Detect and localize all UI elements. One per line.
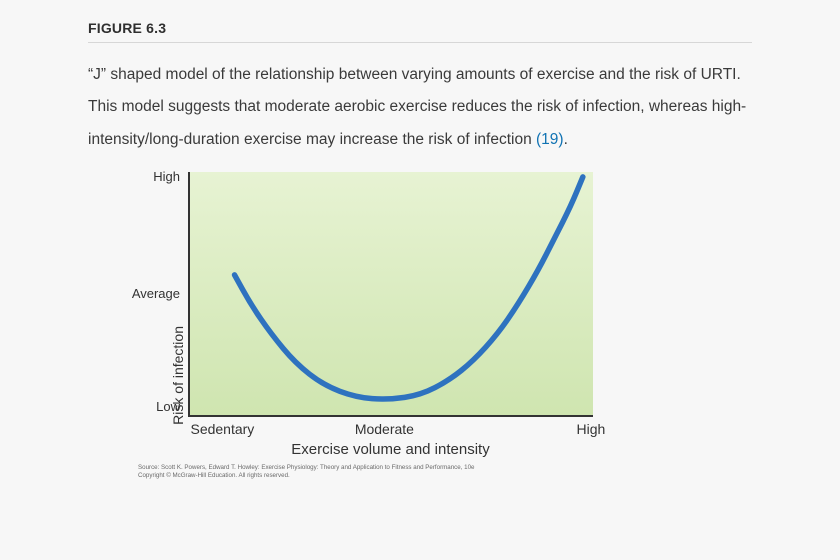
citation-link[interactable]: (19) xyxy=(536,131,564,148)
y-tick-label: Average xyxy=(132,286,180,301)
figure-caption: “J” shaped model of the relationship bet… xyxy=(88,59,752,157)
chart-svg xyxy=(190,172,595,417)
x-tick-label: Sedentary xyxy=(190,421,254,437)
j-curve xyxy=(235,177,583,399)
source-line-2: Copyright © McGraw-Hill Education. All r… xyxy=(138,472,290,479)
figure-heading: FIGURE 6.3 xyxy=(88,20,752,43)
y-tick-label: Low xyxy=(156,399,180,414)
caption-tail: . xyxy=(564,131,568,148)
y-tick-label: High xyxy=(153,169,180,184)
chart-source: Source: Scott K. Powers, Edward T. Howle… xyxy=(138,464,752,480)
chart-plot-area: HighAverageLowSedentaryModerateHigh xyxy=(188,172,593,417)
x-tick-label: High xyxy=(577,421,606,437)
x-tick-label: Moderate xyxy=(355,421,414,437)
source-line-1: Source: Scott K. Powers, Edward T. Howle… xyxy=(138,464,474,471)
chart: Risk of infection HighAverageLowSedentar… xyxy=(188,172,752,480)
x-axis-label: Exercise volume and intensity xyxy=(188,441,593,458)
caption-text: “J” shaped model of the relationship bet… xyxy=(88,66,746,148)
